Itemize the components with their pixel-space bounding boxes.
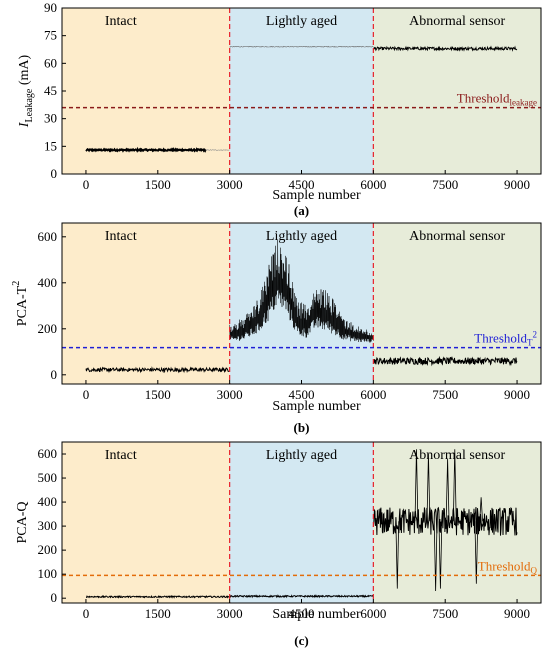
region-label: Abnormal sensor xyxy=(409,448,505,463)
spike-9 xyxy=(479,497,483,522)
x-tick-label: 7500 xyxy=(432,387,458,402)
panel-label: (b) xyxy=(294,420,310,435)
x-tick-label: 1500 xyxy=(145,387,171,402)
x-tick-label: 6000 xyxy=(360,387,386,402)
series-line-3 xyxy=(229,45,374,48)
y-axis-label: PCA-Q xyxy=(15,501,30,543)
y-tick-label: 60 xyxy=(44,55,57,70)
y-tick-label: 300 xyxy=(38,518,58,533)
y-axis-label: ILeakage (mA) xyxy=(17,54,35,128)
y-tick-label: 400 xyxy=(38,494,58,509)
spike-1 xyxy=(395,521,400,589)
x-tick-label: 0 xyxy=(83,387,90,402)
spike-4 xyxy=(433,521,438,591)
series-line-1 xyxy=(85,146,207,153)
region-2 xyxy=(229,442,374,603)
region-label: Intact xyxy=(105,448,137,463)
x-tick-label: 6000 xyxy=(360,606,386,621)
threshold-label: Thresholdleakage xyxy=(457,91,537,108)
region-1 xyxy=(62,8,230,174)
region-label: Intact xyxy=(105,14,137,29)
x-tick-label: 1500 xyxy=(145,177,171,192)
series-line-2 xyxy=(205,149,230,151)
chart-panel-1: Intact Lightly aged Abnormal sensor Thresho… xyxy=(17,0,542,218)
y-tick-label: 600 xyxy=(38,446,58,461)
y-tick-label: 15 xyxy=(44,138,57,153)
region-label: Abnormal sensor xyxy=(409,14,505,29)
y-tick-label: 45 xyxy=(44,83,57,98)
y-tick-label: 30 xyxy=(44,111,57,126)
spike-3 xyxy=(426,454,431,522)
spike-5 xyxy=(438,521,443,589)
y-tick-label: 90 xyxy=(44,0,57,15)
plot-area xyxy=(86,449,518,599)
spike-2 xyxy=(414,449,419,522)
x-tick-label: 7500 xyxy=(432,177,458,192)
series-line-1 xyxy=(86,594,230,599)
y-tick-label: 400 xyxy=(38,275,58,290)
x-tick-label: 3000 xyxy=(217,177,243,192)
plot-area xyxy=(85,239,518,374)
x-tick-label: 9000 xyxy=(504,177,530,192)
x-tick-label: 3000 xyxy=(217,387,243,402)
region-1 xyxy=(62,223,230,384)
threshold-label: ThresholdQ xyxy=(478,558,538,575)
spike-8 xyxy=(474,521,479,584)
threshold-label: ThresholdT2 xyxy=(474,330,537,348)
region-1 xyxy=(62,442,230,603)
x-tick-label: 9000 xyxy=(504,606,530,621)
x-tick-label: 1500 xyxy=(145,606,171,621)
region-3 xyxy=(373,223,541,384)
series-line-4 xyxy=(372,45,518,52)
x-tick-label: 6000 xyxy=(360,177,386,192)
y-axis-label: PCA-T2 xyxy=(11,281,30,326)
region-3 xyxy=(373,8,541,174)
series-line-2 xyxy=(372,355,518,367)
series-line-2 xyxy=(229,594,374,599)
x-axis-label: Sample number xyxy=(272,607,361,622)
series-line-aged xyxy=(229,239,374,343)
region-label: Lightly aged xyxy=(266,229,337,244)
y-tick-label: 500 xyxy=(38,470,58,485)
chart-panel-2: Intact Lightly aged Abnormal sensor Thresho… xyxy=(11,222,542,435)
region-2 xyxy=(229,8,374,174)
x-tick-label: 4500 xyxy=(289,177,315,192)
y-tick-label: 200 xyxy=(38,542,58,557)
x-tick-label: 4500 xyxy=(289,606,315,621)
x-axis-label: Sample number xyxy=(272,188,361,203)
y-tick-label: 0 xyxy=(51,590,58,605)
region-label: Lightly aged xyxy=(266,14,337,29)
x-tick-label: 0 xyxy=(83,177,90,192)
region-label: Abnormal sensor xyxy=(409,229,505,244)
panel-label: (c) xyxy=(294,633,308,648)
region-label: Intact xyxy=(105,229,137,244)
panel-label: (a) xyxy=(294,203,309,218)
region-label: Lightly aged xyxy=(266,448,337,463)
series-line-3 xyxy=(372,506,518,536)
spike-6 xyxy=(445,458,450,522)
y-tick-label: 0 xyxy=(51,367,58,382)
x-axis-label: Sample number xyxy=(272,399,361,414)
y-tick-label: 600 xyxy=(38,229,58,244)
spike-7 xyxy=(452,449,457,522)
y-tick-label: 75 xyxy=(44,28,57,43)
plot-area xyxy=(85,45,518,153)
x-tick-label: 4500 xyxy=(289,387,315,402)
x-tick-label: 9000 xyxy=(504,387,530,402)
x-tick-label: 7500 xyxy=(432,606,458,621)
series-line-1 xyxy=(85,366,230,374)
y-tick-label: 200 xyxy=(38,321,58,336)
x-tick-label: 3000 xyxy=(217,606,243,621)
x-tick-label: 0 xyxy=(83,606,90,621)
y-tick-label: 100 xyxy=(38,566,58,581)
chart-panel-3: Intact Lightly aged Abnormal sensor Thresho… xyxy=(15,441,542,648)
y-tick-label: 0 xyxy=(51,166,58,181)
